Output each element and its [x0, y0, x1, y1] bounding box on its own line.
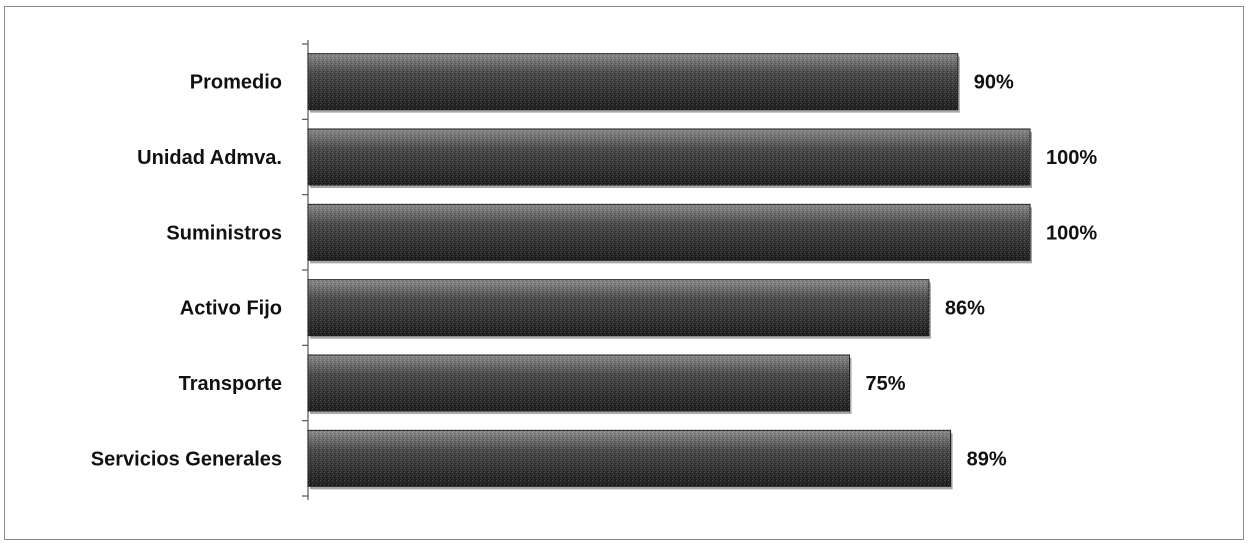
category-axis	[302, 40, 309, 500]
category-label: Transporte	[179, 373, 282, 395]
category-label: Activo Fijo	[180, 298, 282, 320]
category-label: Unidad Admva.	[137, 147, 282, 169]
bar-texture	[308, 204, 1030, 261]
bar-texture	[308, 53, 958, 110]
bar-texture	[308, 279, 929, 336]
bars-group	[307, 53, 1032, 490]
bar-texture	[308, 355, 850, 411]
bar-texture	[308, 430, 951, 487]
category-label: Suministros	[166, 222, 282, 244]
category-label: Servicios Generales	[91, 448, 282, 470]
category-label: Promedio	[190, 72, 282, 94]
data-label: 75%	[866, 373, 906, 395]
data-label: 100%	[1046, 222, 1097, 244]
data-label: 100%	[1046, 147, 1097, 169]
data-label: 86%	[945, 298, 985, 320]
data-label: 89%	[967, 448, 1007, 470]
data-label: 90%	[974, 72, 1014, 94]
labels-group: Promedio 90% Unidad Admva. 100% Suministros 1…	[91, 72, 1098, 471]
bar-texture	[308, 129, 1030, 185]
